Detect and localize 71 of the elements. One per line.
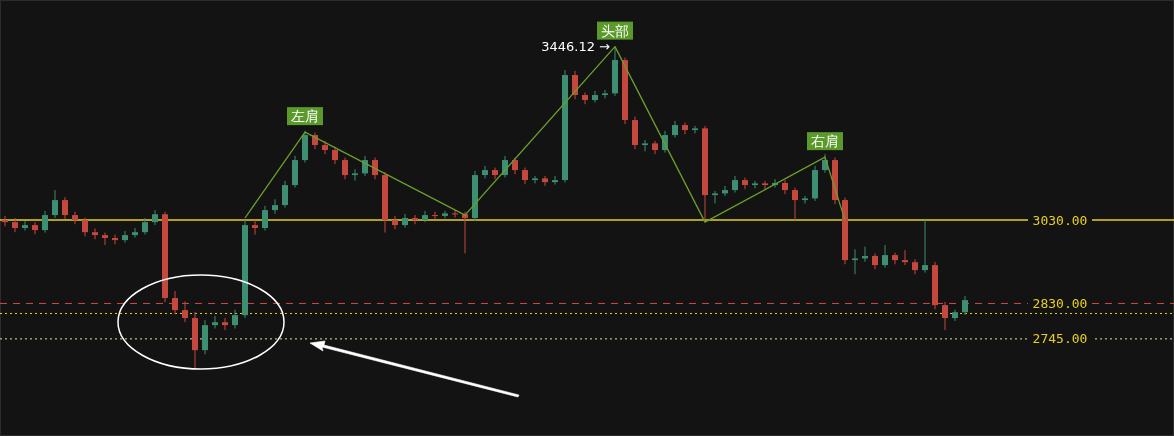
candlestick — [962, 295, 968, 316]
candlestick — [652, 140, 658, 155]
candlestick — [132, 227, 138, 239]
candlestick — [482, 165, 488, 179]
candlestick — [802, 195, 808, 204]
candlestick — [62, 196, 68, 220]
candlestick — [882, 244, 888, 269]
annotation: 3446.12 → — [541, 38, 611, 54]
candlestick — [762, 180, 768, 190]
candlestick — [492, 167, 498, 180]
candlestick — [392, 215, 398, 230]
candlestick — [152, 209, 158, 226]
candlestick — [912, 258, 918, 275]
candlestick — [32, 221, 38, 235]
candlestick — [782, 179, 788, 195]
candlestick — [112, 234, 118, 245]
candlestick — [542, 175, 548, 187]
candlestick — [532, 175, 538, 184]
candlestick — [52, 189, 58, 219]
candlestick — [2, 215, 8, 227]
candlestick — [742, 177, 748, 190]
candlestick — [942, 301, 948, 331]
candlestick — [692, 125, 698, 134]
candlestick — [602, 89, 608, 99]
candlestick — [272, 198, 278, 215]
candlestick — [922, 219, 928, 274]
candlestick — [442, 210, 448, 219]
candlestick — [172, 290, 178, 315]
candlestick — [282, 180, 288, 209]
candlestick — [352, 168, 358, 181]
candlestick — [892, 252, 898, 265]
candlestick — [402, 213, 408, 229]
candlestick — [852, 248, 858, 275]
candlestick — [92, 227, 98, 240]
candlestick — [792, 187, 798, 221]
candlestick — [752, 180, 758, 189]
candlestick — [252, 219, 258, 236]
annotation: 左肩 — [291, 108, 319, 125]
candlestick — [422, 210, 428, 223]
candlestick — [82, 217, 88, 237]
candlestick — [182, 300, 188, 323]
candlestick — [712, 190, 718, 204]
candlestick — [952, 309, 958, 322]
y-tick-label: 2830.00 — [1032, 295, 1088, 311]
candlestick — [72, 211, 78, 225]
annotation: 头部 — [601, 22, 629, 39]
candlestick — [212, 315, 218, 329]
candlestick — [642, 139, 648, 152]
candlestick — [592, 90, 598, 104]
annotation: 右肩 — [811, 133, 839, 150]
y-tick-label: 2745.00 — [1032, 331, 1088, 347]
candlestick — [232, 309, 238, 329]
candlestick — [42, 210, 48, 234]
candlestick — [122, 230, 128, 244]
candlestick — [552, 175, 558, 186]
candlestick — [262, 205, 268, 231]
candlestick — [22, 220, 28, 231]
candlestick — [342, 157, 348, 180]
candlestick — [12, 217, 18, 233]
candlestick — [322, 140, 328, 155]
y-tick-label: 3030.00 — [1032, 212, 1088, 228]
candlestick — [412, 214, 418, 225]
candlestick — [222, 317, 228, 331]
candlestick — [682, 122, 688, 135]
candlestick — [582, 92, 588, 105]
candlestick — [432, 211, 438, 220]
candlestick — [902, 249, 908, 266]
candlestick — [572, 70, 578, 100]
candlestick — [722, 185, 728, 197]
candlestick — [102, 232, 108, 246]
candlestick — [452, 209, 458, 219]
